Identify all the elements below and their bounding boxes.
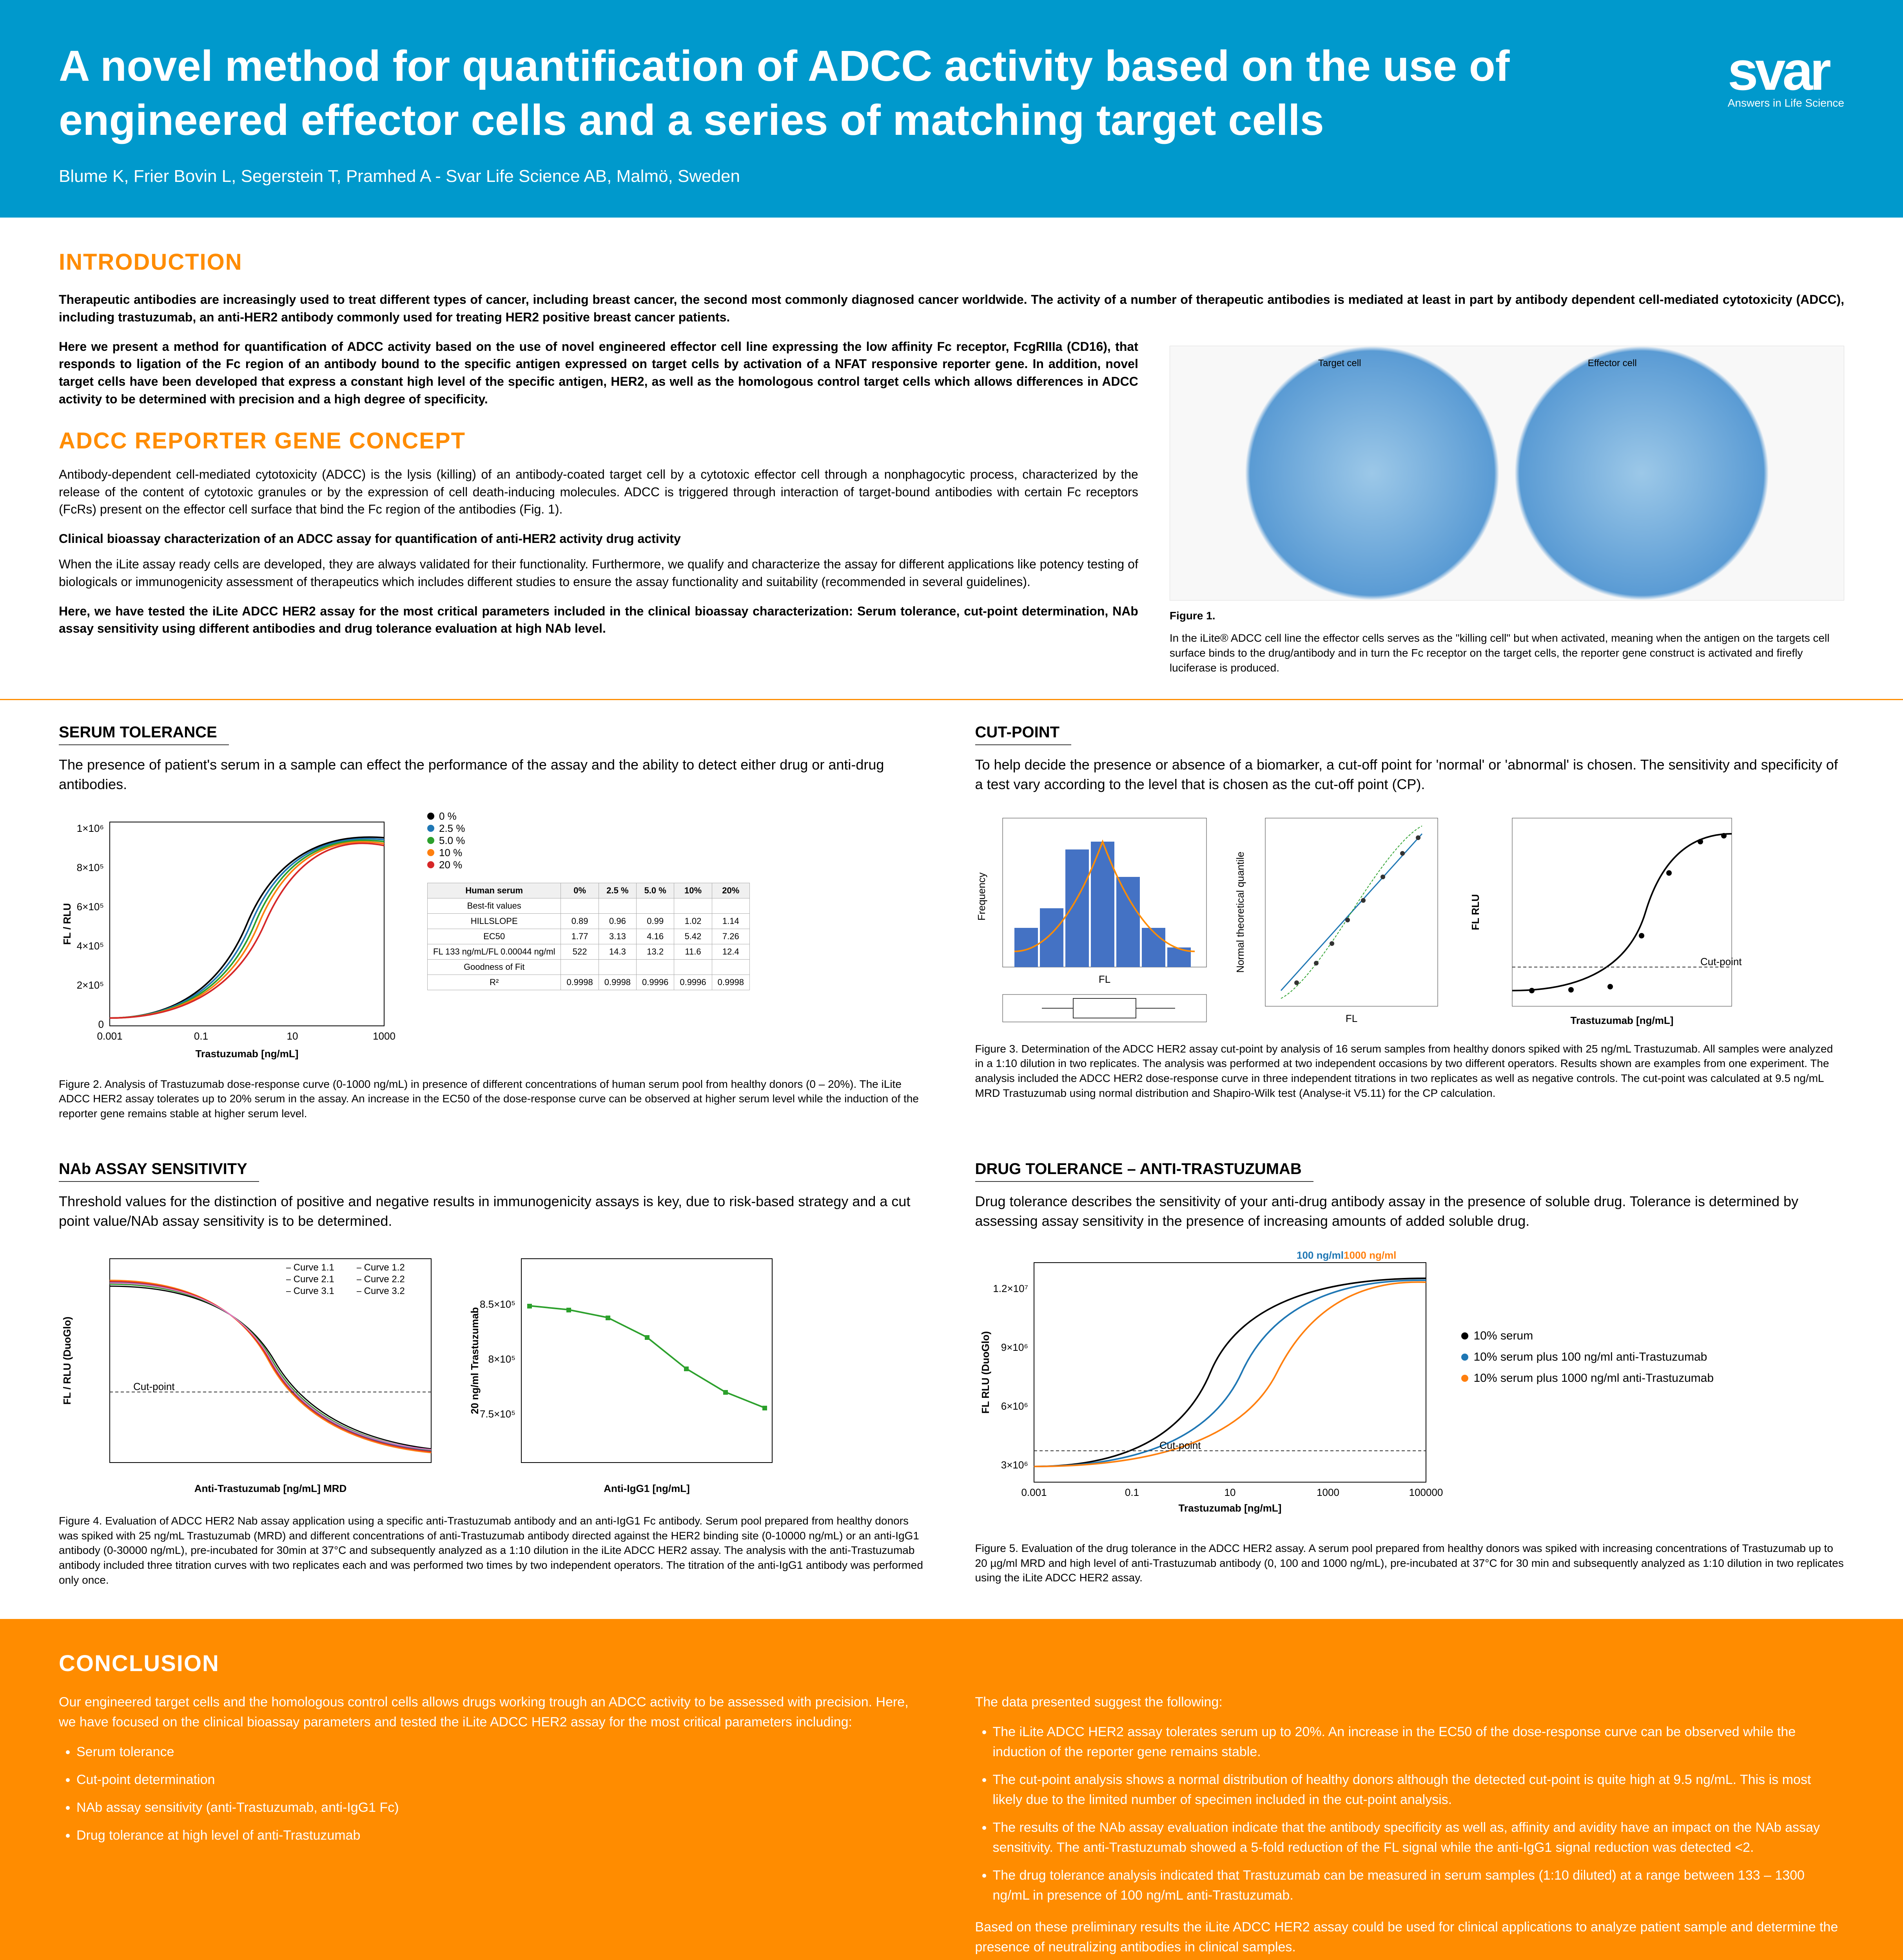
fig2-caption: Figure 2. Analysis of Trastuzumab dose-r… (59, 1077, 928, 1121)
svg-text:1000: 1000 (373, 1030, 395, 1042)
svg-text:Normal theoretical quantile: Normal theoretical quantile (1234, 851, 1246, 973)
svg-text:1000 ng/ml: 1000 ng/ml (1344, 1249, 1396, 1261)
svg-text:0.1: 0.1 (1125, 1486, 1139, 1498)
svg-text:100 ng/ml: 100 ng/ml (1297, 1249, 1344, 1261)
panel-nab-sensitivity: NAb ASSAY SENSITIVITY Threshold values f… (59, 1160, 928, 1588)
intro-p1: Therapeutic antibodies are increasingly … (59, 291, 1844, 326)
svg-text:Frequency: Frequency (976, 872, 987, 920)
panel-drug-tolerance: DRUG TOLERANCE – ANTI-TRASTUZUMAB Drug t… (975, 1160, 1845, 1588)
svg-text:10: 10 (1224, 1486, 1235, 1498)
svg-text:8×10⁵: 8×10⁵ (77, 862, 104, 873)
svg-text:⎯ Curve 1.2: ⎯ Curve 1.2 (357, 1262, 405, 1273)
svg-text:Cut-point: Cut-point (1700, 956, 1742, 967)
svg-text:8.5×10⁵: 8.5×10⁵ (480, 1298, 515, 1310)
panel-cut-point: CUT-POINT To help decide the presence or… (975, 724, 1845, 1121)
svg-text:0: 0 (98, 1018, 104, 1030)
svg-text:6×10⁶: 6×10⁶ (1001, 1400, 1028, 1412)
svg-text:⎯ Curve 2.2: ⎯ Curve 2.2 (357, 1274, 405, 1285)
svg-text:1.2×10⁷: 1.2×10⁷ (993, 1283, 1028, 1294)
svg-text:1000: 1000 (1317, 1486, 1339, 1498)
panel-title: DRUG TOLERANCE – ANTI-TRASTUZUMAB (975, 1160, 1313, 1182)
svg-text:Anti-IgG1 [ng/mL]: Anti-IgG1 [ng/mL] (604, 1483, 690, 1494)
fig5-caption: Figure 5. Evaluation of the drug toleran… (975, 1541, 1845, 1585)
serum-chart: 0 2×10⁵ 4×10⁵ 6×10⁵ 8×10⁵ 1×10⁶ 0.001 0.… (59, 810, 412, 1065)
svg-text:Trastuzumab [ng/mL]: Trastuzumab [ng/mL] (1178, 1502, 1281, 1514)
panel-serum-tolerance: SERUM TOLERANCE The presence of patient'… (59, 724, 928, 1121)
svg-text:Trastuzumab [ng/mL]: Trastuzumab [ng/mL] (1570, 1014, 1673, 1026)
svg-text:FL RLU: FL RLU (1469, 894, 1481, 930)
svg-text:⎯ Curve 1.1: ⎯ Curve 1.1 (286, 1262, 334, 1273)
panel-title: NAb ASSAY SENSITIVITY (59, 1160, 259, 1182)
svg-text:1×10⁶: 1×10⁶ (77, 822, 104, 834)
panel-desc: The presence of patient's serum in a sam… (59, 755, 928, 795)
svg-text:0.1: 0.1 (194, 1030, 208, 1042)
svg-text:7.5×10⁵: 7.5×10⁵ (480, 1408, 515, 1420)
svg-text:Cut-point: Cut-point (1159, 1439, 1201, 1451)
svg-text:8×10⁵: 8×10⁵ (488, 1353, 515, 1365)
panel-desc: To help decide the presence or absence o… (975, 755, 1845, 795)
svg-text:0.001: 0.001 (1021, 1486, 1047, 1498)
panel-title: SERUM TOLERANCE (59, 724, 229, 745)
conclusion-section: CONCLUSION Our engineered target cells a… (0, 1619, 1903, 1960)
fig3-caption: Figure 3. Determination of the ADCC HER2… (975, 1042, 1845, 1101)
intro-p3: Antibody-dependent cell-mediated cytotox… (59, 466, 1138, 518)
conclusion-right-list: The iLite ADCC HER2 assay tolerates seru… (993, 1722, 1845, 1906)
conclusion-left-list: Serum toleranceCut-point determinationNA… (76, 1742, 928, 1846)
intro-sub1: Clinical bioassay characterization of an… (59, 530, 1138, 548)
svg-text:FL / RLU (DuoGlo): FL / RLU (DuoGlo) (61, 1316, 73, 1405)
drugtol-chart: Cut-point 100 ng/ml 1000 ng/ml FL RLU (D… (975, 1247, 1446, 1529)
conclusion-heading: CONCLUSION (59, 1650, 1844, 1677)
svg-text:⎯ Curve 3.2: ⎯ Curve 3.2 (357, 1286, 405, 1296)
conclusion-right-intro: The data presented suggest the following… (975, 1692, 1845, 1712)
conclusion-left-text: Our engineered target cells and the homo… (59, 1692, 928, 1732)
svg-text:FL RLU (DuoGlo): FL RLU (DuoGlo) (980, 1331, 991, 1414)
svg-text:2×10⁵: 2×10⁵ (77, 979, 104, 991)
intro-p5: Here, we have tested the iLite ADCC HER2… (59, 603, 1138, 638)
svg-text:4×10⁵: 4×10⁵ (77, 940, 104, 952)
svg-text:FL: FL (1345, 1013, 1357, 1024)
header-logo: svar (1728, 39, 1844, 103)
svg-text:0.001: 0.001 (97, 1030, 122, 1042)
figure-1: Target cell Effector cell Figure 1. In t… (1170, 346, 1844, 675)
intro-p2: Here we present a method for quantificat… (59, 338, 1138, 408)
svg-text:10: 10 (287, 1030, 298, 1042)
svg-text:Trastuzumab [ng/mL]: Trastuzumab [ng/mL] (196, 1048, 299, 1060)
intro-heading: INTRODUCTION (59, 249, 1844, 275)
panel-title: CUT-POINT (975, 724, 1072, 745)
panel-desc: Threshold values for the distinction of … (59, 1192, 928, 1231)
drugtol-legend: 10% serum 10% serum plus 100 ng/ml anti-… (1461, 1247, 1714, 1389)
svg-text:3×10⁶: 3×10⁶ (1001, 1459, 1028, 1471)
nab-chart2: 20 ng/ml Trastuzumab Anti-IgG1 [ng/mL] 8… (466, 1247, 788, 1502)
authors: Blume K, Frier Bovin L, Segerstein T, Pr… (59, 167, 1610, 186)
cutpoint-qq: Normal theoretical quantile FL (1234, 810, 1453, 1030)
fig4-caption: Figure 4. Evaluation of ADCC HER2 Nab as… (59, 1514, 928, 1588)
svg-text:⎯ Curve 2.1: ⎯ Curve 2.1 (286, 1274, 334, 1285)
cutpoint-histogram: Frequency FL (975, 810, 1218, 1030)
conclusion-right-end: Based on these preliminary results the i… (975, 1917, 1845, 1957)
header-logo-sub: Answers in Life Science (1728, 97, 1844, 109)
svg-text:9×10⁶: 9×10⁶ (1001, 1341, 1028, 1353)
header: A novel method for quantification of ADC… (0, 0, 1903, 218)
serum-legend-table: 0 % 2.5 % 5.0 % 10 % 20 % Human serum0%2… (427, 810, 750, 990)
poster-title: A novel method for quantification of ADC… (59, 39, 1610, 147)
intro-p4: When the iLite assay ready cells are dev… (59, 555, 1138, 591)
fig1-caption: In the iLite® ADCC cell line the effecto… (1170, 631, 1844, 675)
svg-text:6×10⁵: 6×10⁵ (77, 901, 104, 913)
cutpoint-curve: Cut-point FL RLU Trastuzumab [ng/mL] (1469, 810, 1743, 1030)
svg-text:FL / RLU: FL / RLU (61, 903, 73, 944)
svg-text:Cut-point: Cut-point (133, 1381, 175, 1392)
svg-text:FL: FL (1098, 973, 1110, 985)
svg-text:20 ng/ml Trastuzumab: 20 ng/ml Trastuzumab (469, 1307, 481, 1414)
concept-heading: ADCC REPORTER GENE CONCEPT (59, 428, 1138, 454)
panel-desc: Drug tolerance describes the sensitivity… (975, 1192, 1845, 1231)
svg-text:Anti-Trastuzumab [ng/mL] MRD: Anti-Trastuzumab [ng/mL] MRD (194, 1483, 347, 1494)
svg-text:100000: 100000 (1409, 1486, 1443, 1498)
nab-chart1: Cut-point FL / RLU (DuoGlo) Anti-Trastuz… (59, 1247, 451, 1502)
svg-text:⎯ Curve 3.1: ⎯ Curve 3.1 (286, 1286, 334, 1296)
